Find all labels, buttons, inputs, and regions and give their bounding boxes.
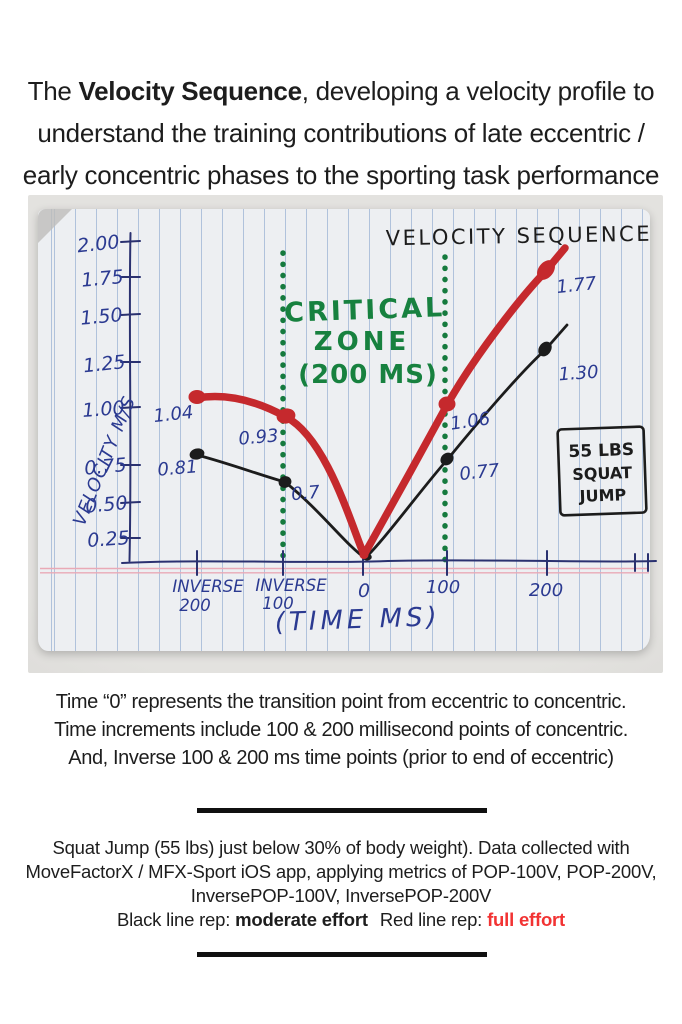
- series-moderate-effort: [189, 323, 569, 561]
- credits-line-3: InversePOP-100V, InversePOP-200V: [190, 885, 492, 906]
- x-axis-labels: INVERSE 200 INVERSE 100 0 100 200: [172, 576, 563, 615]
- value-label-red: 1.04: [152, 402, 194, 427]
- value-label-black: 0.81: [157, 456, 199, 480]
- svg-text:CRITICAL: CRITICAL: [284, 292, 446, 329]
- data-point: [359, 551, 369, 559]
- svg-text:ZONE: ZONE: [314, 327, 410, 357]
- x-tick-label: 100: [262, 594, 294, 613]
- title-line-3: early concentric phases to the sporting …: [22, 160, 660, 190]
- value-label-black: 1.30: [558, 362, 599, 386]
- value-label-black: 0.77: [458, 460, 501, 485]
- svg-text:(200 MS): (200 MS): [298, 360, 438, 390]
- caption-line-1: Time “0” represents the transition point…: [55, 691, 627, 713]
- svg-text:55 LBS: 55 LBS: [568, 440, 634, 462]
- svg-text:SQUAT: SQUAT: [572, 463, 632, 484]
- y-tick-label: 0.25: [87, 527, 131, 552]
- data-point: [538, 341, 552, 357]
- critical-zone-boundaries: [280, 250, 448, 566]
- data-point-labels: 1.04 0.93 1.06 1.77 0.81 0.7 0.77 1.30: [152, 273, 599, 505]
- series-full-effort: [188, 244, 569, 559]
- x-tick-label: 0: [358, 580, 370, 602]
- caption-line-3: And, Inverse 100 & 200 ms time points (p…: [68, 747, 614, 769]
- y-axis: [128, 232, 132, 562]
- ruled-paper: [38, 209, 650, 651]
- y-tick-label: 0.50: [84, 492, 128, 518]
- y-tick-label: 1.75: [80, 266, 124, 292]
- caption: Time “0” represents the transition point…: [0, 688, 682, 772]
- divider-top: [197, 808, 487, 813]
- svg-text:JUMP: JUMP: [578, 485, 627, 506]
- axes: [120, 232, 657, 576]
- legend-red-value: full effort: [487, 909, 566, 930]
- data-point: [188, 390, 206, 404]
- value-label-red: 0.93: [238, 425, 280, 449]
- legend-red-label: Red line rep:: [379, 909, 488, 930]
- data-point: [278, 476, 292, 488]
- credits: Squat Jump (55 lbs) just below 30% of bo…: [0, 836, 682, 932]
- value-label-red: 1.06: [449, 408, 492, 434]
- value-label-black: 0.7: [290, 482, 321, 505]
- x-axis: [121, 559, 657, 564]
- y-axis-ticks: [120, 240, 141, 539]
- y-tick-label: 0.75: [83, 454, 127, 480]
- title-line-1: The Velocity Sequence, developing a velo…: [27, 76, 655, 106]
- x-tick-label: INVERSE: [255, 576, 327, 595]
- data-point: [276, 408, 296, 424]
- x-tick-label: 200: [179, 596, 211, 615]
- title-line-2: understand the training contributions of…: [37, 118, 645, 148]
- y-tick-label: 1.50: [79, 304, 123, 330]
- data-point: [189, 448, 205, 460]
- page-title: The Velocity Sequence, developing a velo…: [0, 70, 682, 196]
- legend-black-value: moderate effort: [235, 909, 368, 930]
- data-point: [438, 396, 456, 412]
- y-tick-label: 1.25: [82, 351, 126, 377]
- credits-line-1: Squat Jump (55 lbs) just below 30% of bo…: [52, 837, 630, 858]
- note-box: 55 LBS SQUAT JUMP: [556, 425, 648, 517]
- paper-margin-line: [40, 567, 649, 574]
- hand-drawn-chart: VELOCITY SEQUENCE 2.00 1.75 1.50 1.25 1.…: [40, 222, 657, 638]
- y-tick-label: 2.00: [76, 231, 120, 257]
- data-point: [440, 452, 454, 466]
- value-label-red: 1.77: [555, 273, 598, 298]
- x-axis-ticks: [196, 550, 649, 576]
- credits-line-2: MoveFactorX / MFX-Sport iOS app, applyin…: [25, 861, 657, 882]
- x-tick-label: INVERSE: [172, 577, 244, 596]
- x-tick-label: 200: [529, 580, 563, 601]
- critical-zone-label: CRITICAL ZONE (200 MS): [284, 292, 446, 390]
- y-tick-label: 1.00: [82, 397, 126, 422]
- chart-photo: VELOCITY SEQUENCE 2.00 1.75 1.50 1.25 1.…: [28, 195, 663, 673]
- line-legend: Black line rep: moderate effort Red line …: [0, 908, 682, 932]
- x-tick-label: 100: [426, 577, 460, 598]
- y-axis-labels: 2.00 1.75 1.50 1.25 1.00 0.75 0.50 0.25: [76, 231, 130, 552]
- moderate-effort-line: [195, 323, 569, 560]
- caption-line-2: Time increments include 100 & 200 millis…: [54, 719, 628, 741]
- chart-title: VELOCITY SEQUENCE: [386, 222, 653, 251]
- data-point: [537, 260, 555, 280]
- divider-bottom: [197, 952, 487, 957]
- legend-black-label: Black line rep:: [116, 909, 236, 930]
- time-axis-label: (TIME MS): [274, 602, 441, 638]
